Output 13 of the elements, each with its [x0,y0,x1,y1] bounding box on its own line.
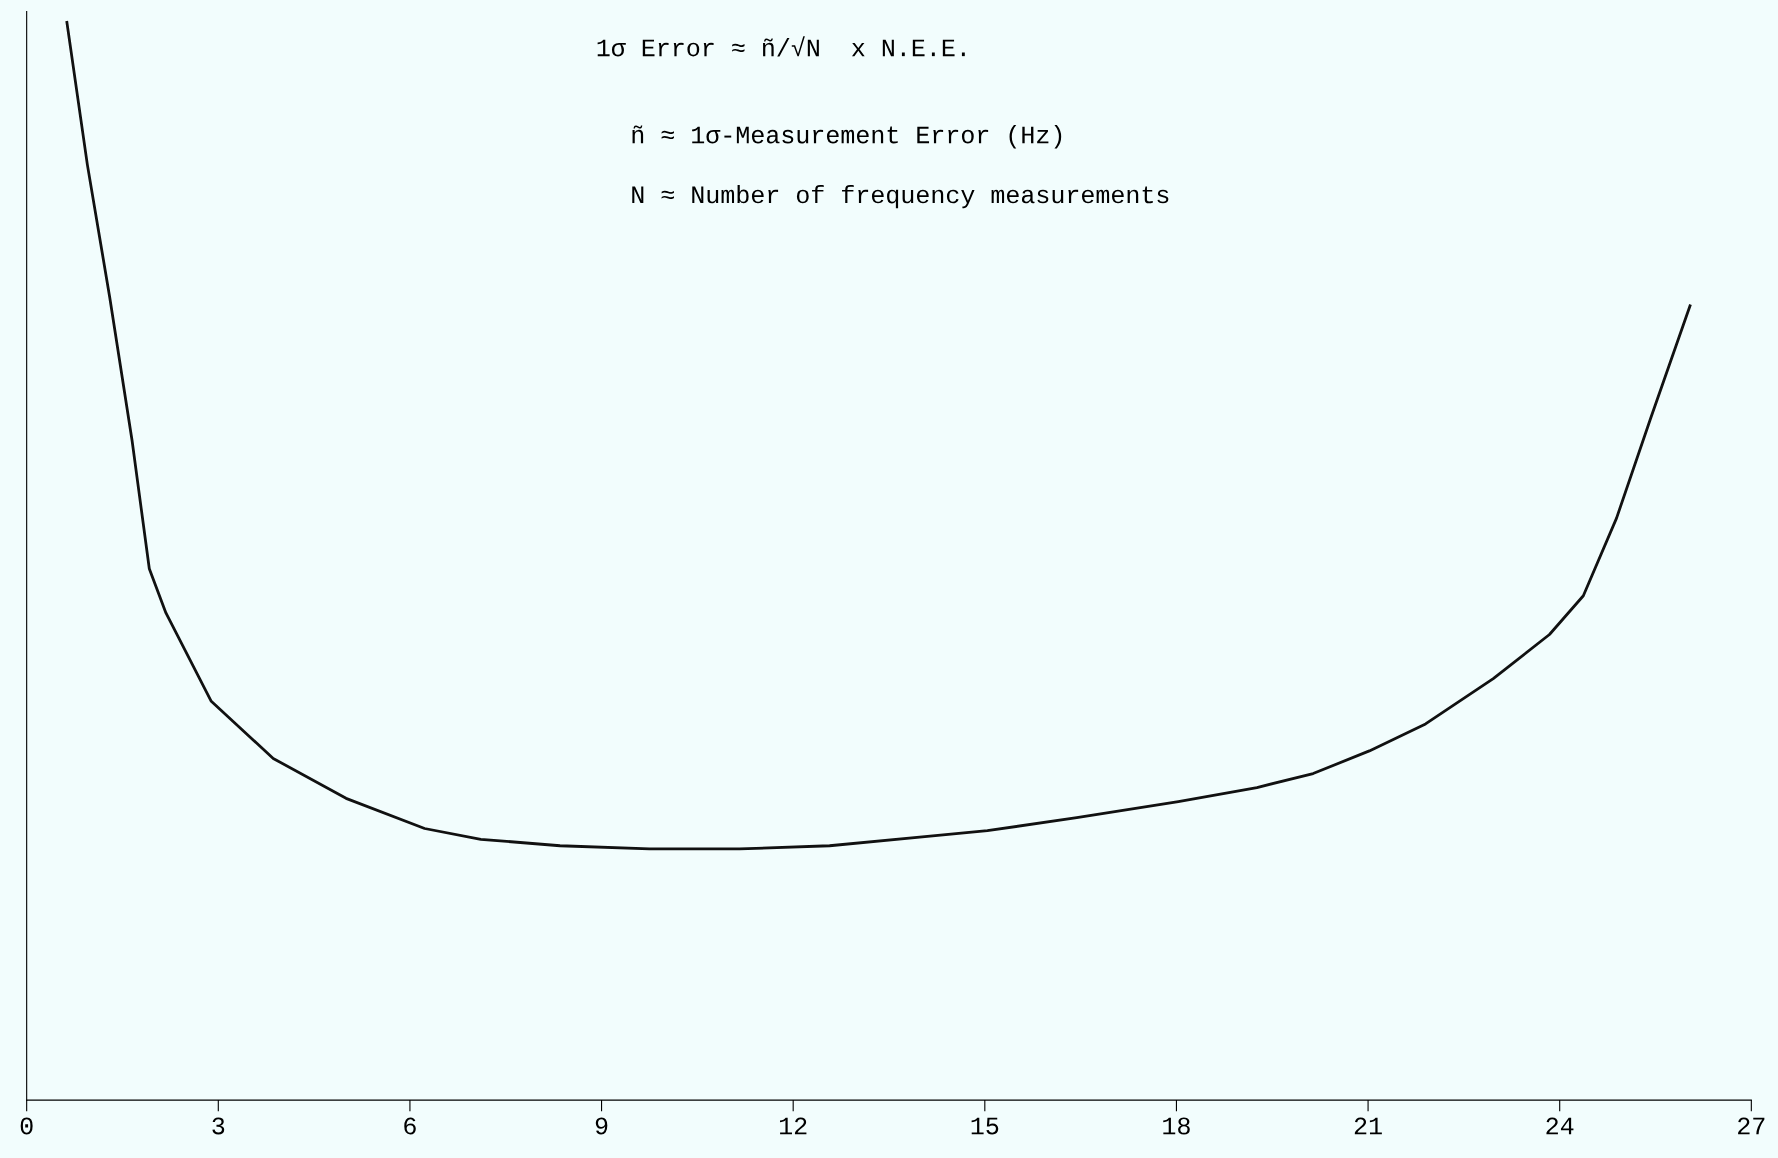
x-tick-label: 21 [1354,1117,1382,1135]
x-tick-label: 9 [595,1117,608,1135]
annotation: N ≈ Number of frequency measurements [632,184,1169,209]
x-tick-label: 15 [971,1117,999,1135]
x-tick-label: 0 [20,1117,33,1135]
x-tick-label: 6 [404,1117,416,1135]
annotation: ñ ≈ 1σ-Measurement Error (Hz) [632,125,1062,149]
x-tick-label: 3 [212,1117,225,1135]
x-tick-label: 12 [779,1117,807,1135]
x-tick-label: 18 [1163,1117,1190,1135]
annotation: 1σ Error ≈ ñ/√N x N.E.E. [597,36,965,57]
x-tick-label: 27 [1738,1117,1765,1135]
x-tick-label: 24 [1546,1117,1574,1135]
